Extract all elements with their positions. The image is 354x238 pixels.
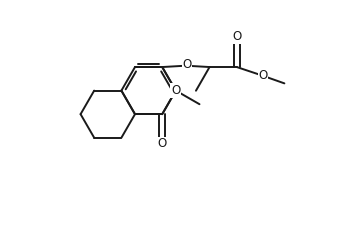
- Text: O: O: [171, 84, 181, 97]
- Text: O: O: [258, 69, 268, 82]
- Text: O: O: [182, 59, 192, 71]
- Text: O: O: [158, 137, 167, 150]
- Text: O: O: [232, 30, 241, 43]
